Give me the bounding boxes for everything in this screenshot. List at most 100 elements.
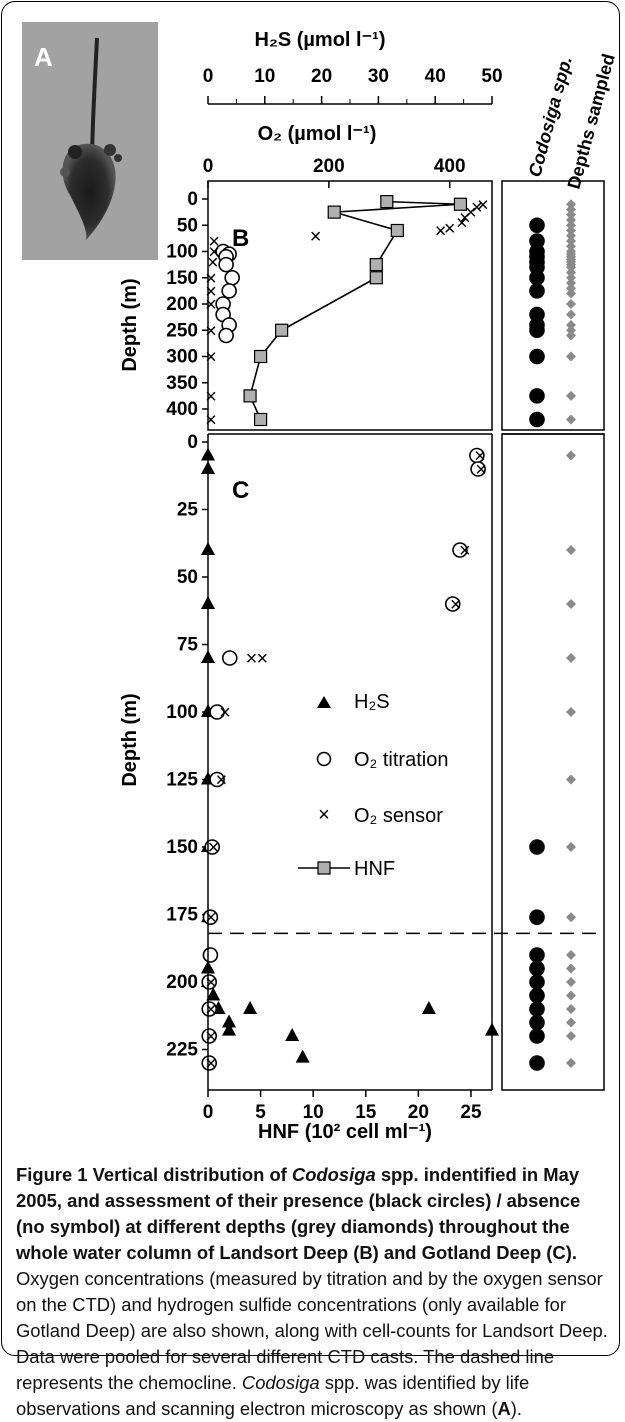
depth-sampled-diamond	[566, 320, 576, 330]
o2-titration-point	[221, 283, 237, 299]
hnf-line	[249, 200, 461, 420]
c-y-tick-label: 200	[166, 972, 198, 993]
codosiga-presence-circle	[529, 960, 545, 977]
o2-titration-point	[209, 704, 225, 720]
codosiga-presence-circle	[529, 269, 545, 286]
o2-sensor-point: ×	[205, 294, 217, 316]
depth-sampled-diamond	[566, 414, 576, 425]
figure-1: A H₂S (µmol l⁻¹) 0 10 20 30 40 50 O₂ (µmol l⁻…	[22, 22, 619, 1143]
o2-titration-point	[201, 974, 218, 990]
o2-titration-point	[452, 542, 468, 558]
hnf-tick-label: 10	[303, 1102, 324, 1123]
depth-sampled-diamond	[566, 278, 576, 288]
hnf-point	[253, 349, 268, 364]
o2-titration-point	[470, 461, 486, 477]
o2-titration-point	[201, 1028, 218, 1044]
h2s-point	[206, 987, 221, 1001]
hnf-point	[453, 197, 468, 211]
b-y-tick-label: 100	[166, 242, 198, 263]
h2s-tick-label: 40	[425, 66, 446, 87]
b-y-tick-label: 350	[166, 373, 198, 394]
caption-figure-label: Figure 1	[16, 1164, 88, 1185]
c-y-tick-label: 0	[187, 432, 198, 453]
figure-frame	[1, 1, 620, 1356]
o2-sensor-point: ×	[215, 770, 227, 792]
depth-sampled-diamond	[566, 351, 576, 362]
o2-sensor-point: ×	[205, 999, 217, 1021]
h2s-point	[243, 1001, 258, 1014]
panel-c-y-ticks: 0 25 50 75 100 125 150 175 200 225	[166, 432, 208, 1061]
hnf-point	[253, 412, 268, 427]
o2-tick-label: 0	[203, 156, 214, 177]
legend-o2-sensor-label: O₂ sensor	[354, 805, 443, 827]
o2-sensor-point: ×	[246, 648, 258, 670]
bottom-axis: 0 5 10 15 20 25 HNF (10² cell ml⁻¹)	[203, 1090, 482, 1143]
depth-sampled-diamond	[566, 299, 576, 309]
depth-sampled-diamond	[566, 241, 576, 252]
h2s-tick-label: 50	[481, 66, 502, 87]
caption-bold-italic-1: Codosiga	[291, 1164, 376, 1185]
o2-sensor-point: ×	[205, 1026, 217, 1048]
hnf-axis-ticks: 0 5 10 15 20 25	[203, 1090, 482, 1123]
c-y-tick-label: 225	[166, 1040, 198, 1061]
o2-sensor-point: ×	[207, 252, 219, 274]
o2-titration-point	[202, 947, 219, 963]
hnf-tick-label: 15	[355, 1102, 377, 1123]
c-presence-box	[501, 433, 605, 1091]
depth-sampled-diamond	[566, 209, 576, 220]
h2s-axis-title: H₂S (µmol l⁻¹)	[255, 29, 386, 51]
depth-sampled-diamond	[566, 267, 576, 278]
depth-sampled-diamond	[566, 236, 576, 246]
caption-bold-1: Vertical distribution of	[87, 1164, 292, 1185]
o2-sensor-point: ×	[208, 837, 220, 859]
depth-sampled-diamond	[566, 653, 576, 663]
codosiga-presence-circle	[529, 411, 545, 428]
right-headers: Codosiga spp. Depths sampled	[525, 52, 619, 191]
h2s-point	[285, 1028, 300, 1041]
codosiga-presence-circle	[529, 217, 545, 234]
depth-sampled-diamond	[566, 1004, 576, 1014]
b-y-tick-label: 0	[187, 189, 198, 210]
codosiga-presence-circle	[529, 987, 545, 1004]
o2-sensor-point: ×	[435, 221, 447, 243]
o2-titration-point	[444, 596, 461, 612]
o2-sensor-point: ×	[208, 231, 220, 253]
hnf-point	[369, 258, 383, 272]
codosiga-presence-circle	[529, 839, 545, 855]
hnf-tick-label: 25	[460, 1102, 482, 1123]
depth-sampled-diamond	[566, 1058, 576, 1068]
depth-sampled-diamond	[566, 325, 576, 336]
o2-sensor-point: ×	[465, 202, 477, 224]
o2-tick-label: 200	[313, 156, 345, 177]
h2s-point	[295, 1049, 310, 1063]
depth-sampled-diamond	[566, 199, 576, 210]
depth-sampled-diamond	[566, 977, 576, 987]
o2-sensor-point: ×	[444, 218, 456, 240]
hnf-axis-title: HNF (10² cell ml⁻¹)	[258, 1121, 432, 1143]
o2-sensor-point: ×	[205, 410, 217, 432]
o2-sensor-point: ×	[205, 320, 217, 342]
depth-sampled-diamond	[566, 1017, 576, 1028]
o2-sensor-point: ×	[205, 281, 217, 303]
legend-o2-sensor-marker: ×	[318, 804, 330, 826]
o2-titration-point	[218, 256, 234, 273]
legend-hnf-marker	[317, 861, 331, 875]
c-y-tick-label: 150	[166, 837, 198, 858]
legend-h2s-marker	[317, 696, 331, 708]
panel-c-marks: ××××× ×××××××××	[201, 446, 499, 1075]
depth-sampled-diamond	[566, 288, 576, 299]
o2-sensor-point: ×	[205, 268, 217, 290]
depth-sampled-diamond	[566, 262, 576, 273]
depth-sampled-diamond	[566, 330, 576, 341]
h2s-tick-label: 10	[254, 66, 275, 87]
legend-h2s-label: H₂S	[354, 691, 390, 713]
o2-sensor-point: ×	[459, 540, 471, 562]
depth-sampled-diamond	[566, 912, 576, 923]
depth-sampled-diamond	[566, 990, 576, 1001]
depth-sampled-diamond	[566, 842, 576, 852]
o2-axis-ticks: 0 200 400	[203, 156, 466, 188]
codosiga-presence-circle	[529, 1014, 545, 1031]
depth-sampled-diamond	[566, 220, 576, 231]
